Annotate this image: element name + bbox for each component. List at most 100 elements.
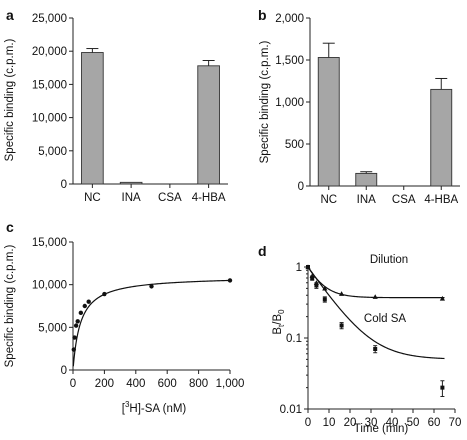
panel-c-ytick-label: 10,000 (32, 280, 67, 292)
panel-b-category-label: INA (357, 194, 377, 206)
dilution-series-label: Dilution (370, 254, 408, 266)
dilution-data-point (372, 294, 378, 299)
panel-d-xtick-label: 70 (449, 417, 462, 429)
panel-a-ytick-label: 5,000 (38, 146, 67, 158)
panel-d: d Bt/B0 Time (min) Dilution Cold SA 0.01… (258, 243, 461, 435)
panel-c-data-point (71, 347, 76, 352)
panel-b-letter: b (258, 7, 267, 23)
panel-d-xtick-label: 40 (386, 417, 399, 429)
panel-c-xlabel-prefix: [ (122, 403, 126, 415)
panel-c-xtick-label: 200 (95, 378, 114, 390)
panel-a-bar (197, 65, 220, 185)
panel-c-data-point (227, 278, 233, 283)
panel-a-category-label: NC (84, 192, 101, 204)
panel-a-category-label: INA (122, 192, 142, 204)
panel-a-ytick-label: 20,000 (32, 46, 67, 58)
panel-b-ytick-label: 1,500 (275, 55, 304, 67)
panel-c-ytick-label: 5,000 (38, 322, 67, 334)
panel-b-ylabel: Specific binding (c.p.m.) (259, 40, 271, 163)
panel-d-ylabel-sub2: 0 (277, 309, 286, 314)
panel-c-xlabel: [3H]-SA (nM) (122, 400, 187, 415)
dilution-fit-curve (307, 266, 445, 299)
panel-b-ytick-label: 500 (285, 139, 304, 151)
panel-d-ylabel-main: B (272, 327, 284, 335)
panel-a-ylabel: Specific binding (c.p.m.) (4, 38, 16, 161)
cold-sa-data-point (440, 385, 445, 390)
panel-a-ytick-label: 0 (61, 179, 67, 191)
panel-b-bar (317, 57, 340, 187)
panel-c-data-point (82, 303, 87, 309)
panel-a-letter: a (6, 7, 14, 23)
panel-c-fit-curve (72, 279, 231, 367)
panel-a-category-label: 4-HBA (192, 192, 226, 204)
panel-b-bar (355, 172, 378, 187)
panel-d-ytick-label: 0.01 (280, 404, 302, 416)
panel-d-xtick-label: 0 (305, 417, 311, 429)
panel-d-ylabel-sep: /B (272, 314, 284, 325)
panel-c-data-point (75, 319, 80, 324)
panel-c-data-point (102, 291, 107, 297)
panel-d-xtick-label: 30 (365, 417, 378, 429)
panel-d-xtick-label: 10 (323, 417, 336, 429)
panel-c-plot: 0 5,000 10,000 15,000 0 200 400 600 800 1,000 (32, 237, 245, 390)
cold-sa-data-point (322, 297, 327, 302)
panel-d-xlabel: Time (min) (354, 423, 409, 435)
panel-a: a Specific binding (c.p.m.) 0 5,000 10,000… (4, 7, 228, 204)
panel-b-ytick-label: 2,000 (275, 13, 304, 25)
panel-a-ytick-label: 10,000 (32, 113, 67, 125)
panel-c-letter: c (6, 219, 14, 235)
panel-c-xtick-label: 800 (189, 378, 208, 390)
panel-c-data-point (149, 284, 154, 289)
panel-a-bar (119, 181, 143, 185)
panel-c-xtick-label: 400 (126, 378, 145, 390)
panel-b-ytick-label: 1,000 (275, 97, 304, 109)
panel-b-category-label: NC (320, 194, 337, 206)
panel-d-xtick-label: 20 (344, 417, 357, 429)
panel-b-category-label: 4-HBA (424, 194, 458, 206)
panel-c-axes (72, 242, 230, 371)
panel-d-ytick-label: 0.1 (286, 333, 302, 345)
panel-a-ytick-label: 15,000 (32, 79, 67, 91)
panel-d-xtick-label: 50 (407, 417, 420, 429)
panel-b-ytick-label: 0 (298, 181, 304, 193)
panel-c-data-point (78, 310, 84, 316)
panel-d-axes (307, 267, 455, 410)
panel-c-ylabel: Specific binding (c.p.m.) (4, 244, 16, 367)
panel-c-xlabel-suffix: H]-SA (nM) (129, 403, 186, 415)
panel-d-plot: 0.010.110 10 20 30 40 50 60 70 (280, 262, 462, 429)
panel-d-ylabel: Bt/B0 (272, 309, 286, 335)
panel-a-bar (81, 52, 104, 185)
dilution-data-point (439, 295, 445, 301)
cold-sa-data-point (314, 283, 319, 288)
panel-c-ytick-label: 15,000 (32, 237, 67, 249)
panel-c-xtick-label: 600 (158, 378, 177, 390)
cold-sa-data-point (339, 323, 344, 328)
cold-sa-data-point (373, 346, 378, 351)
cold-sa-series-label: Cold SA (364, 313, 407, 325)
panel-a-ytick-label: 25,000 (32, 13, 67, 25)
panel-a-category-label: CSA (158, 192, 182, 204)
panel-d-letter: d (258, 243, 267, 259)
panel-d-ytick-label: 1 (296, 262, 302, 274)
cold-sa-fit-curve (307, 266, 445, 360)
panel-c-data-point (73, 323, 79, 328)
dilution-data-point (339, 291, 345, 296)
panel-c-data-point (86, 299, 91, 304)
panel-b-bar (430, 88, 453, 187)
panel-c-xtick-label: 0 (70, 378, 76, 390)
panel-c: c Specific binding (c.p.m.) [3H]-SA (nM)… (4, 219, 244, 415)
panel-c-xlabel-sup: 3 (125, 400, 130, 409)
panel-d-xtick-label: 60 (428, 417, 441, 429)
panel-c-data-point (72, 335, 77, 340)
panel-c-xtick-label: 1,000 (216, 378, 245, 390)
cold-sa-data-point (306, 265, 310, 269)
panel-b-category-label: CSA (392, 194, 416, 206)
cold-sa-data-point (310, 275, 315, 280)
panel-b-plot: 0 500 1,000 1,500 2,000 NC INA CSA 4-HBA (275, 13, 460, 206)
panel-b: b Specific binding (c.p.m.) 0 500 1,000 1,5… (258, 7, 460, 206)
panel-a-plot: 0 5,000 10,000 15,000 20,000 25,000 NC INA CSA 4-… (32, 13, 228, 204)
panel-d-ylabel-sub1: t (277, 324, 286, 327)
panel-c-ytick-label: 0 (61, 365, 67, 377)
dilution-data-point (322, 285, 328, 291)
